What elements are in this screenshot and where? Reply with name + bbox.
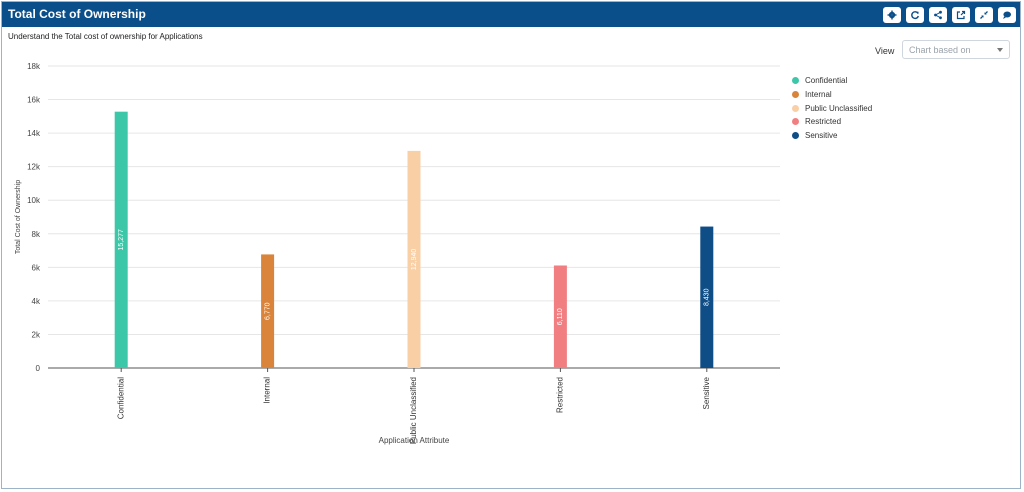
bar-data-label: 12,940: [411, 249, 418, 271]
legend-label: Public Unclassified: [805, 103, 873, 113]
legend-label: Sensitive: [805, 131, 838, 141]
y-tick-label: 16k: [27, 96, 41, 105]
legend-swatch: [792, 118, 799, 126]
chart-view-placeholder: Chart based on: [909, 45, 971, 55]
x-axis-title: Application Attribute: [379, 436, 450, 445]
bar-data-label: 15,277: [118, 229, 125, 251]
x-tick-label: Public Unclassified: [409, 377, 418, 444]
y-tick-label: 18k: [27, 62, 41, 71]
settings-button[interactable]: [883, 7, 901, 23]
legend-item[interactable]: Internal: [792, 88, 872, 102]
toolbar: [883, 7, 1016, 23]
chart-view-select[interactable]: Chart based on: [902, 40, 1010, 59]
widget-title: Total Cost of Ownership: [8, 7, 146, 21]
widget-subtitle: Understand the Total cost of ownership f…: [8, 32, 203, 41]
y-tick-label: 2k: [32, 330, 41, 339]
legend-item[interactable]: Restricted: [792, 115, 872, 129]
legend-item[interactable]: Public Unclassified: [792, 101, 872, 115]
view-label: View: [875, 46, 895, 56]
legend-label: Confidential: [805, 76, 848, 86]
bar[interactable]: [261, 254, 275, 368]
y-tick-label: 14k: [27, 129, 41, 138]
comment-icon: [1003, 11, 1011, 19]
bar[interactable]: [700, 226, 714, 368]
y-axis-title: Total Cost of Ownership: [15, 180, 22, 254]
bar[interactable]: [553, 265, 567, 368]
open-external-button[interactable]: [952, 7, 970, 23]
x-tick-label: Sensitive: [702, 376, 711, 409]
legend-swatch: [792, 104, 799, 112]
legend-swatch: [792, 77, 799, 85]
bar-data-label: 6,770: [264, 302, 271, 320]
legend-label: Internal: [805, 90, 832, 100]
legend-swatch: [792, 132, 799, 140]
gear-icon: [887, 10, 897, 20]
bar-data-label: 8,430: [704, 288, 711, 306]
y-tick-label: 0: [36, 364, 41, 373]
bar[interactable]: [407, 150, 421, 368]
legend-item[interactable]: Sensitive: [792, 129, 872, 143]
x-tick-label: Restricted: [556, 377, 565, 413]
y-tick-label: 6k: [32, 263, 41, 272]
comment-button[interactable]: [998, 7, 1016, 23]
legend-swatch: [792, 91, 799, 99]
share-icon: [934, 10, 942, 20]
x-tick-label: Confidential: [116, 377, 125, 419]
external-link-icon: [956, 10, 966, 20]
y-tick-label: 8k: [32, 230, 41, 239]
chart-legend: Confidential Internal Public Unclassified R…: [792, 74, 872, 142]
y-tick-label: 10k: [27, 196, 41, 205]
collapse-icon: [980, 11, 988, 19]
widget-header: Total Cost of Ownership: [2, 2, 1020, 27]
share-button[interactable]: [929, 7, 947, 23]
chevron-down-icon: [997, 48, 1003, 52]
x-tick-label: Internal: [263, 377, 272, 404]
bar[interactable]: [114, 111, 128, 369]
legend-label: Restricted: [805, 117, 842, 127]
bar-data-label: 6,110: [557, 308, 564, 325]
refresh-button[interactable]: [906, 7, 924, 23]
legend-item[interactable]: Confidential: [792, 74, 872, 88]
refresh-icon: [911, 11, 919, 20]
y-tick-label: 12k: [27, 163, 41, 172]
y-tick-label: 4k: [32, 297, 41, 306]
collapse-button[interactable]: [975, 7, 993, 23]
